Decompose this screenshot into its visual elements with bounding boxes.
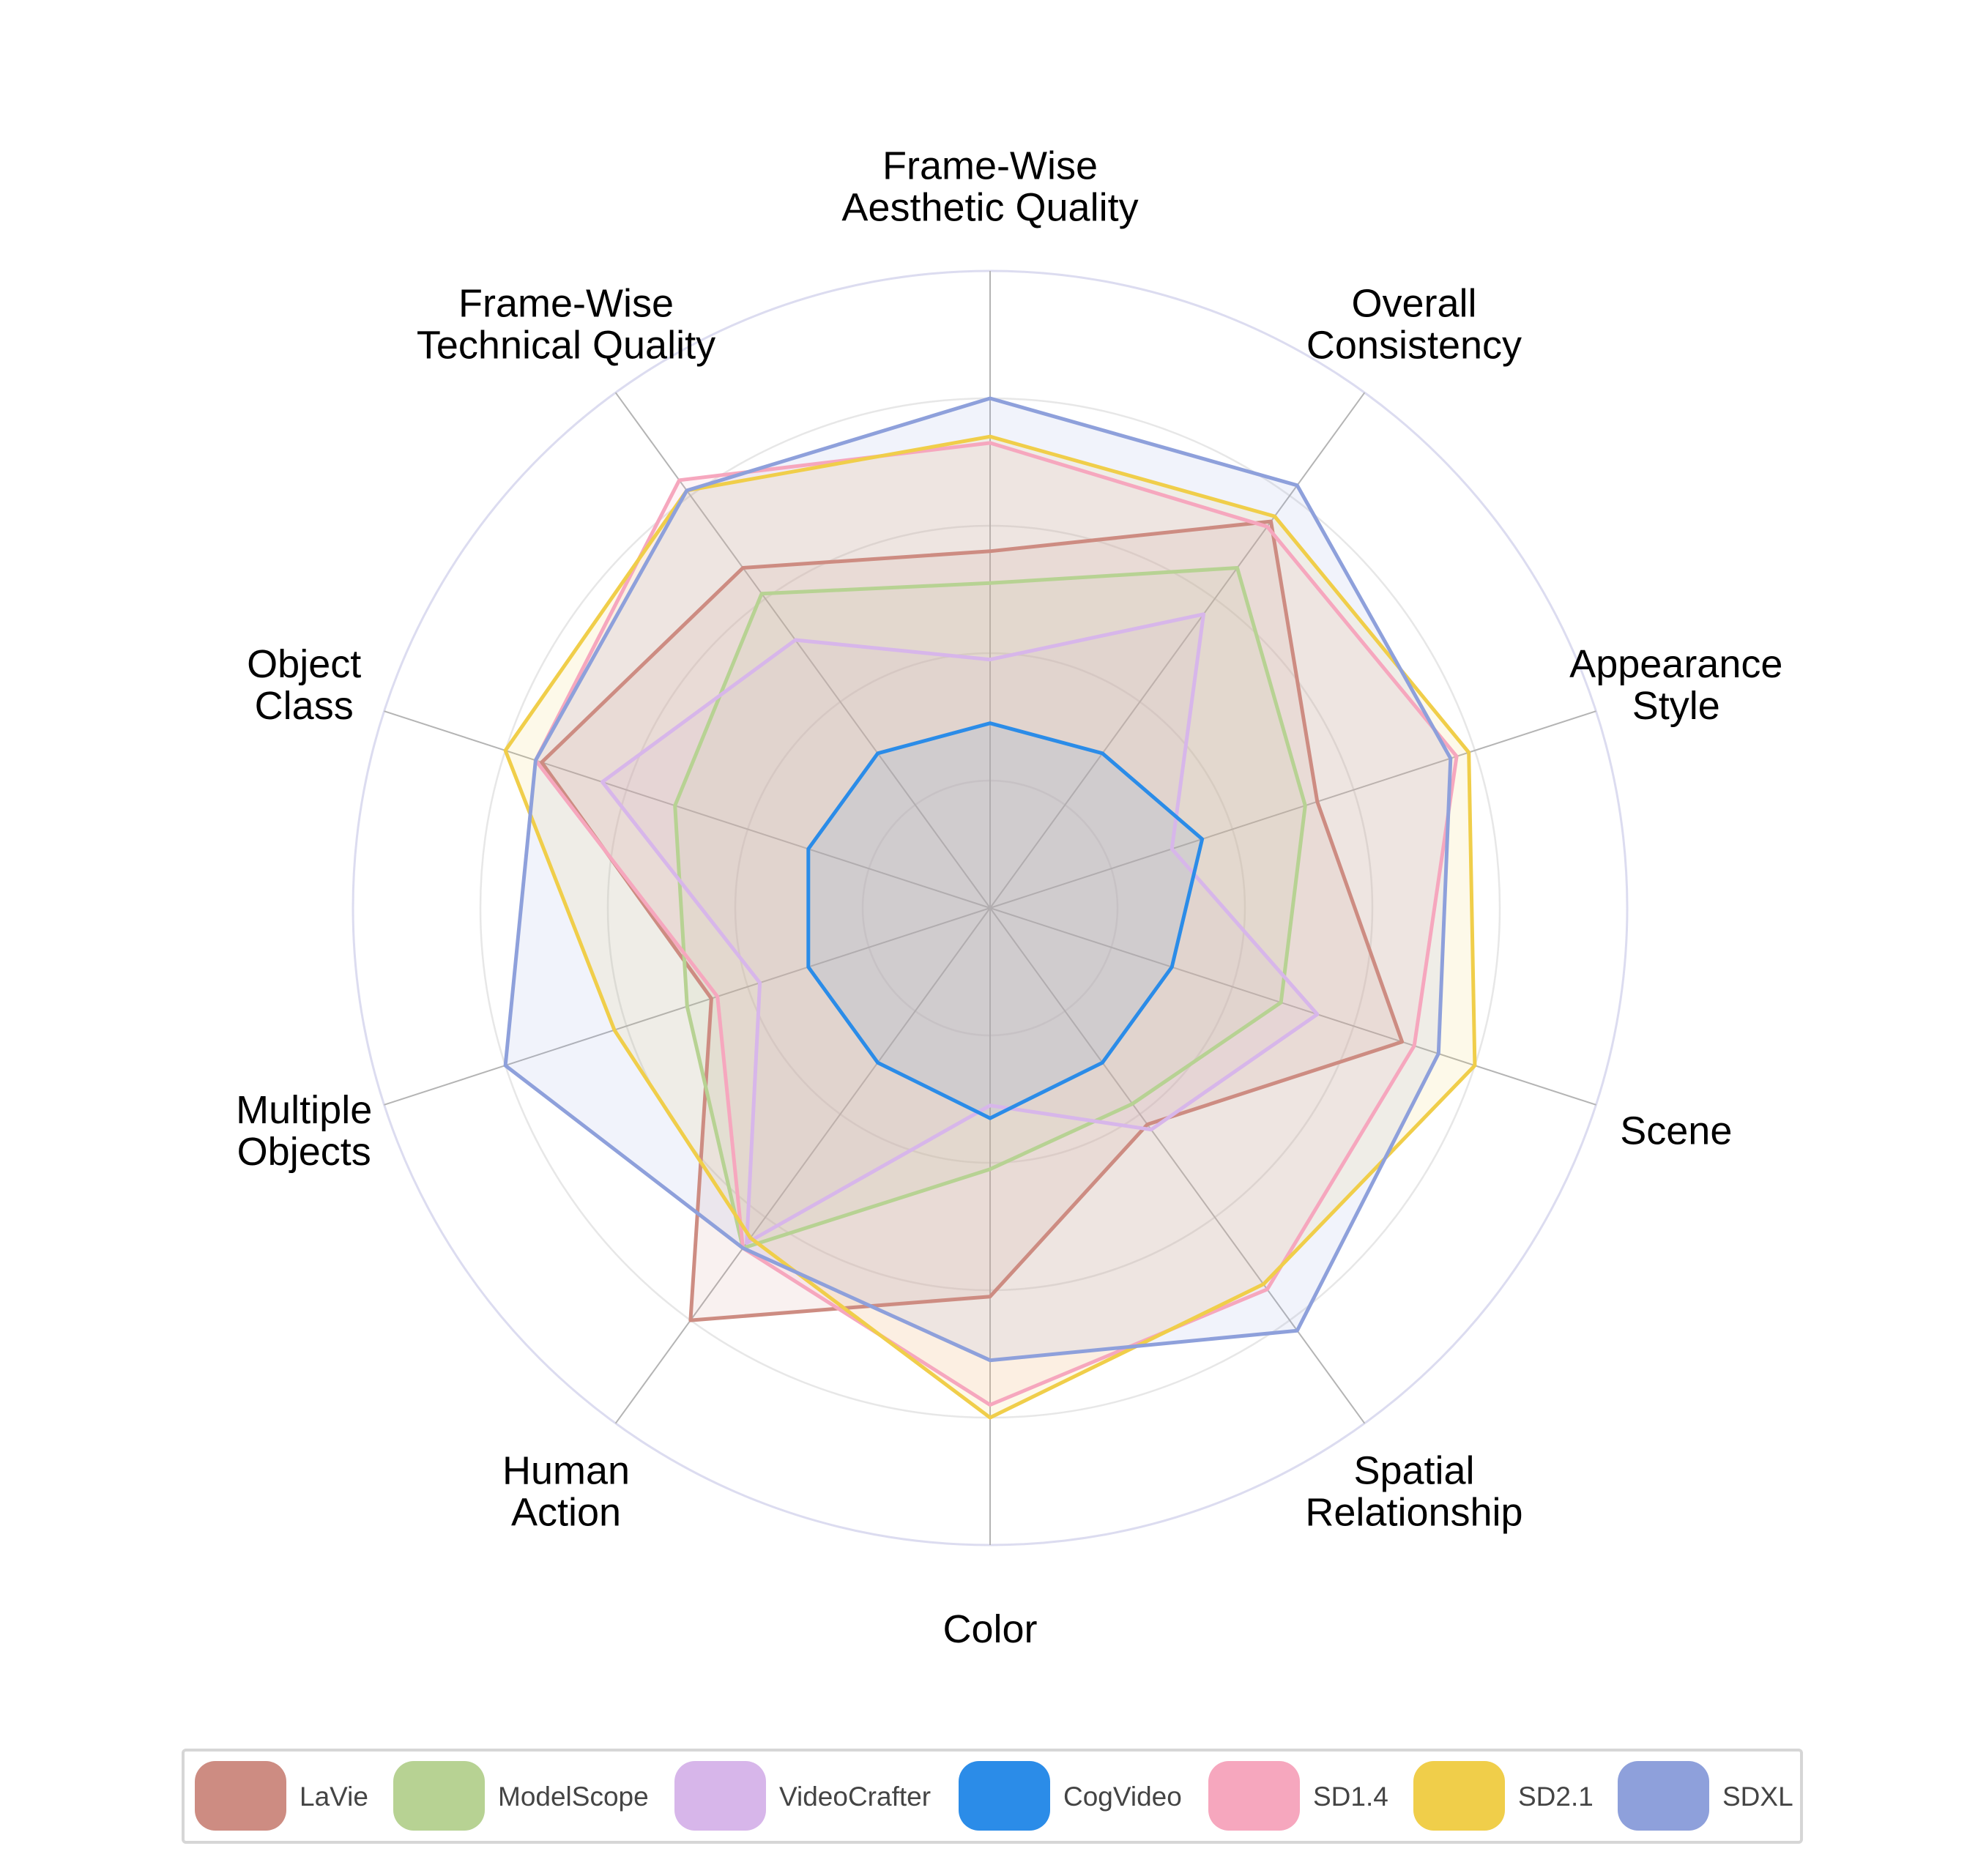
legend-label-sd1-4: SD1.4: [1313, 1782, 1388, 1812]
axis-label-appearance-style: Appearance Style: [1569, 642, 1782, 728]
series-fill-lavie: [541, 521, 1402, 1321]
series-fill-videocrafter: [602, 614, 1317, 1243]
legend-label-sdxl: SDXL: [1722, 1782, 1793, 1812]
legend: LaVie ModelScope VideoCrafter CogVideo SD1.4…: [182, 1749, 1803, 1844]
legend-swatch-lavie: [195, 1761, 286, 1831]
series-line-sdxl: [503, 396, 1453, 1363]
axis-spoke: [614, 907, 991, 1424]
axis-label-line: Scene: [1620, 1109, 1732, 1153]
axis-spoke: [614, 392, 991, 909]
series-line-cogvideo: [806, 721, 1205, 1120]
series-fill-sd1-4: [535, 442, 1457, 1405]
axis-label-line: Aesthetic Quality: [841, 186, 1138, 230]
legend-swatch-sd1-4: [1208, 1761, 1300, 1831]
axis-spoke: [384, 710, 991, 909]
axis-label-overall-consistency: Overall Consistency: [1306, 282, 1522, 368]
axis-label-line: Color: [942, 1607, 1037, 1651]
legend-swatch-sd2-1: [1413, 1761, 1505, 1831]
axis-label-multiple-objects: Multiple Objects: [236, 1088, 372, 1174]
legend-label-modelscope: ModelScope: [498, 1782, 649, 1812]
axis-spoke: [989, 907, 1366, 1424]
axis-label-spatial-relationship: Spatial Relationship: [1305, 1448, 1522, 1534]
axis-label-frame-wise-aesthetic-quality: Frame-Wise Aesthetic Quality: [841, 144, 1138, 230]
series-fill-cogvideo: [808, 723, 1202, 1119]
axis-label-frame-wise-technical-quality: Frame-Wise Technical Quality: [417, 282, 715, 368]
axis-label-line: Objects: [237, 1130, 371, 1174]
axis-label-line: Human: [502, 1448, 630, 1492]
axis-label-line: Class: [255, 684, 354, 728]
legend-label-lavie: LaVie: [300, 1782, 368, 1812]
series-line-videocrafter: [600, 612, 1320, 1245]
axis-label-line: Consistency: [1306, 324, 1522, 368]
legend-label-videocrafter: VideoCrafter: [779, 1782, 931, 1812]
axis-spoke: [989, 710, 1596, 909]
axis-label-line: Spatial: [1353, 1448, 1474, 1492]
legend-swatch-videocrafter: [674, 1761, 766, 1831]
axis-spoke: [989, 392, 1366, 909]
legend-label-cogvideo: CogVideo: [1063, 1782, 1182, 1812]
axis-label-line: Technical Quality: [417, 324, 715, 368]
axis-label-line: Relationship: [1305, 1490, 1522, 1534]
axis-label-human-action: Human Action: [502, 1448, 630, 1534]
axis-label-line: Multiple: [236, 1088, 372, 1132]
axis-label-line: Overall: [1351, 282, 1476, 326]
legend-swatch-cogvideo: [959, 1761, 1050, 1831]
series-fill-modelscope: [674, 567, 1306, 1248]
axis-label-line: Frame-Wise: [882, 144, 1098, 188]
axis-label-line: Appearance: [1569, 642, 1782, 686]
series-fill-sd2-1: [505, 436, 1475, 1418]
axis-label-line: Style: [1632, 684, 1720, 728]
axis-label-scene: Scene: [1620, 1109, 1732, 1153]
axis-label-line: Frame-Wise: [458, 282, 674, 326]
axis-label-color: Color: [942, 1607, 1037, 1651]
legend-label-sd2-1: SD2.1: [1518, 1782, 1594, 1812]
axis-label-line: Action: [511, 1490, 621, 1534]
axis-spoke: [989, 907, 1596, 1106]
axis-label-object-class: Object Class: [247, 642, 361, 728]
series-line-sd1-4: [533, 441, 1459, 1407]
axis-label-line: Object: [247, 642, 361, 686]
radar-series: [503, 396, 1477, 1420]
series-line-modelscope: [673, 566, 1307, 1250]
legend-swatch-modelscope: [393, 1761, 485, 1831]
series-line-lavie: [540, 519, 1405, 1322]
legend-swatch-sdxl: [1618, 1761, 1709, 1831]
